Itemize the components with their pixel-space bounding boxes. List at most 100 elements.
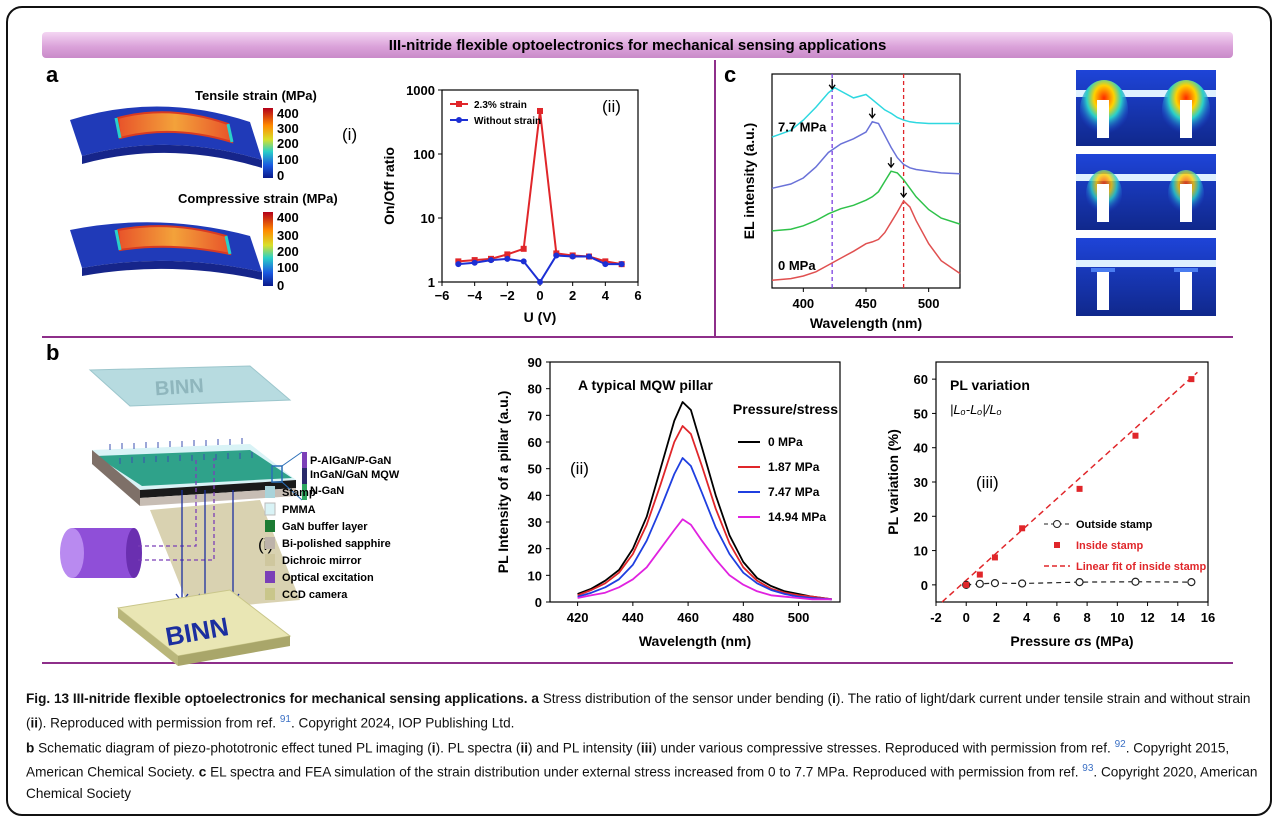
y-tick-label: 30	[914, 475, 928, 490]
inside-stamp-point	[991, 554, 998, 561]
outside-stamp-point	[990, 579, 1000, 588]
caption-b-text: Schematic diagram of piezo-phototronic e…	[38, 740, 432, 756]
y-axis-label: EL intensity (a.u.)	[741, 123, 757, 239]
caption-a-ii: ii	[30, 715, 39, 731]
legend-title: Pressure/stress	[733, 401, 838, 417]
cbar-c-200: 200	[277, 244, 299, 259]
fit-line	[941, 371, 1198, 603]
caption-b-iii: iii	[640, 740, 653, 756]
x-tick-label: −6	[435, 288, 450, 303]
y-tick-label: 40	[528, 488, 542, 503]
peak-arrow-2	[887, 157, 895, 169]
divider-top-horizontal	[42, 336, 1233, 338]
cbar-t-400: 400	[277, 106, 299, 121]
data-point	[520, 258, 527, 265]
x-tick-label: 460	[677, 610, 699, 625]
caption-fig-title: III-nitride flexible optoelectronics for…	[72, 691, 528, 706]
x-tick-label: 8	[1083, 610, 1090, 625]
y-tick-label: 10	[528, 568, 542, 583]
label-a-i: (i)	[342, 125, 357, 144]
cbar-c-100: 100	[277, 260, 299, 275]
caption-c-ref[interactable]: 93	[1082, 763, 1094, 775]
caption-a-text4: . Copyright 2024, IOP Publishing Ltd.	[290, 715, 515, 731]
x-tick-label: 2	[569, 288, 576, 303]
inside-stamp-point	[963, 581, 970, 588]
caption-a-ref[interactable]: 91	[279, 714, 291, 725]
y-axis-label: PL variation (%)	[885, 429, 901, 535]
y-axis-label: On/Off ratio	[381, 147, 397, 225]
inside-stamp-point	[1019, 525, 1026, 532]
colorbar-compressive	[263, 212, 273, 286]
tensile-strain-slab	[70, 106, 262, 168]
figure-frame	[6, 6, 1272, 816]
x-axis-label: Wavelength (nm)	[639, 633, 751, 649]
x-tick-label: 450	[855, 296, 877, 311]
x-tick-label: 16	[1201, 610, 1215, 625]
plot-frame	[549, 361, 841, 603]
x-tick-label: −2	[500, 288, 515, 303]
data-point	[520, 245, 527, 252]
series-line-0	[771, 199, 961, 282]
x-tick-label: 500	[918, 296, 940, 311]
series-line-3	[577, 518, 832, 601]
y-tick-label: 100	[413, 147, 435, 162]
panel-label-b: b	[46, 340, 60, 365]
caption-c-text: EL spectra and FEA simulation of the str…	[210, 764, 1083, 780]
inside-stamp-point	[976, 571, 983, 578]
chart-pl-variation: -2 0 2 4 6 8 10 12 14 16 0 10 20 30 40 50 60 Pressure σs …	[885, 361, 1215, 649]
colorbar-tensile	[263, 108, 273, 178]
outside-stamp-point	[1187, 578, 1196, 587]
panel-label-b-iii: (iii)	[976, 473, 999, 492]
y-tick-label: 10	[421, 211, 435, 226]
cbar-c-400: 400	[277, 210, 299, 225]
x-tick-label: 12	[1140, 610, 1154, 625]
inside-stamp-point	[1132, 432, 1139, 439]
legend-label-0: Outside stamp	[1076, 519, 1153, 531]
label-7-7-mpa: 7.7 MPa	[778, 119, 827, 134]
x-tick-label: 2	[993, 610, 1000, 625]
outside-stamp-point	[1075, 578, 1084, 587]
caption-c-letter: c	[198, 764, 207, 780]
legend-label-2: Linear fit of inside stamp	[1076, 561, 1206, 573]
caption-line-b: b Schematic diagram of piezo-phototronic…	[26, 734, 1258, 804]
y-tick-label: 0	[535, 595, 542, 610]
chart-title: A typical MQW pillar	[578, 377, 713, 393]
data-point	[537, 279, 543, 285]
legend-dichroic: Dichroic mirror	[282, 555, 362, 567]
pillar-array	[109, 438, 253, 464]
y-tick-label: 30	[528, 515, 542, 530]
chart-el-spectra: 400 450 500 Wavelength (nm) EL intensity (a.…	[741, 73, 961, 331]
y-axis-label: PL Intensity of a pillar (a.u.)	[495, 391, 511, 574]
layer-label-mqw: InGaN/GaN MQW	[310, 469, 400, 481]
y-tick-label: 60	[914, 372, 928, 387]
caption-b-text3: ) and PL intensity (	[528, 740, 641, 756]
cbar-t-100: 100	[277, 152, 299, 167]
legend-marker-0	[1053, 520, 1061, 528]
data-point	[488, 257, 494, 264]
x-tick-label: 440	[622, 610, 644, 625]
series-line-1	[577, 425, 832, 601]
panel-label-a-ii: (ii)	[602, 97, 621, 116]
caption-b-ref[interactable]: 92	[1114, 738, 1126, 750]
y-tick-label: 70	[528, 408, 542, 423]
x-tick-label: 14	[1171, 610, 1186, 625]
chart-onoff-ratio: −6 −4 −2 0 2 4 6 1 10 100 1000 U (V) On/Off ratio 2.3…	[381, 83, 642, 325]
chart-formula: |Lₒ-Lₒ|/Lₒ	[950, 402, 1002, 417]
y-tick-label: 40	[914, 441, 928, 456]
x-tick-label: 400	[792, 296, 814, 311]
caption-b-text5: . Copyright 2015, American Chemical Soci…	[26, 740, 1230, 780]
series-line-0	[577, 401, 832, 601]
x-axis-label: Wavelength (nm)	[810, 315, 922, 331]
legend-pmma: PMMA	[282, 504, 316, 516]
legend-label-1: Without strain	[474, 116, 541, 127]
legend-label-1: 1.87 MPa	[768, 460, 820, 474]
data-point	[455, 261, 462, 268]
legend-optical: Optical excitation	[282, 572, 374, 584]
caption-fig-label: Fig. 13	[26, 691, 70, 706]
x-tick-label: 4	[602, 288, 610, 303]
panel-b-i-schematic: BINN P-AlGaN/P-GaN InGaN/GaN MQW N-GaN	[60, 365, 400, 666]
cbar-t-200: 200	[277, 136, 299, 151]
outside-stamp-point	[1131, 577, 1140, 586]
dichroic-mirror	[150, 500, 300, 610]
data-point	[537, 107, 543, 114]
